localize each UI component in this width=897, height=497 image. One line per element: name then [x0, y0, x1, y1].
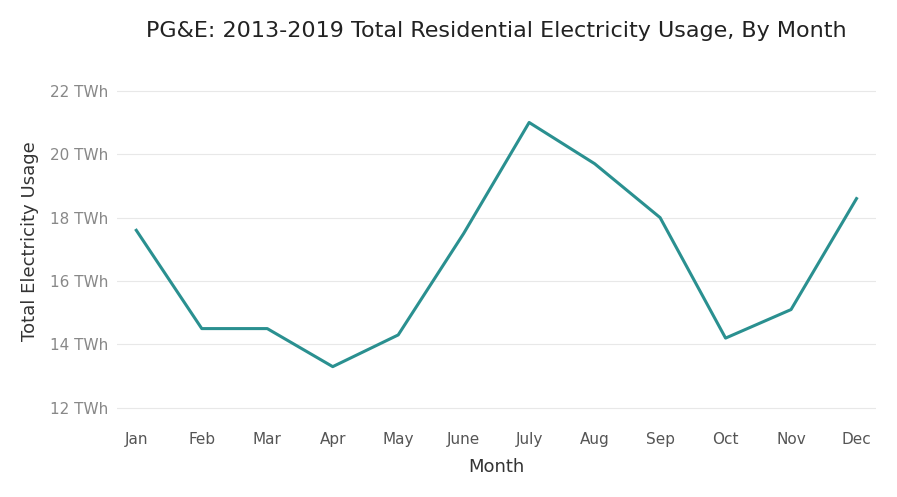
X-axis label: Month: Month — [468, 458, 525, 476]
Title: PG&E: 2013-2019 Total Residential Electricity Usage, By Month: PG&E: 2013-2019 Total Residential Electr… — [146, 21, 847, 41]
Y-axis label: Total Electricity Usage: Total Electricity Usage — [21, 142, 39, 341]
